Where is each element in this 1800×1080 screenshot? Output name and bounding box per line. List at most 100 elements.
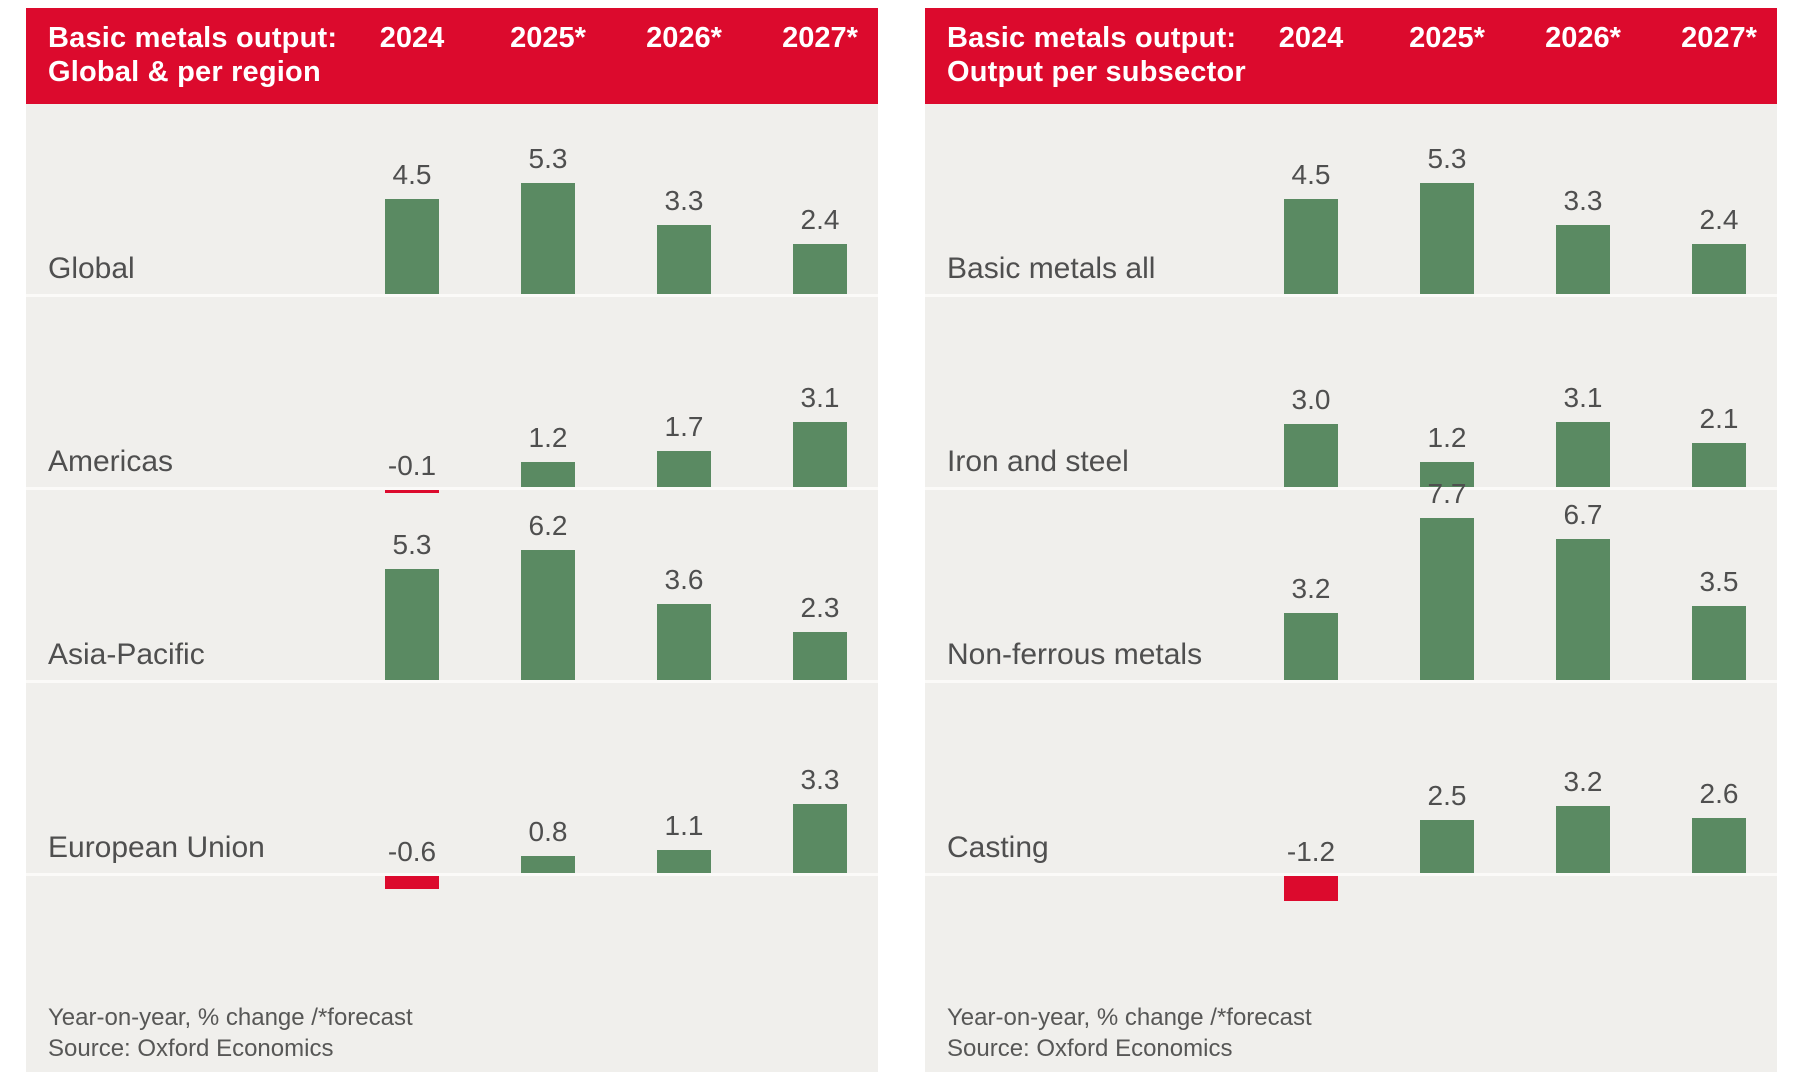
source: Source: Oxford Economics [48,1035,334,1062]
chart-row: Non-ferrous metals 3.2 7.7 6.7 3.5 [925,478,1777,683]
value-bar [385,569,439,680]
value-bar [1420,820,1474,873]
year-column-2025: 2025* [1409,22,1485,54]
value-bar [1284,613,1338,680]
value-bar [1284,424,1338,487]
row-label: Asia-Pacific [48,638,205,671]
value-label: 0.8 [528,816,568,847]
value-label: 2.5 [1427,780,1467,811]
chart-row: Americas -0.1 1.2 1.7 3.1 [26,297,878,493]
value-bar [793,244,847,294]
value-label: 7.7 [1427,478,1467,509]
chart-row: Global 4.5 5.3 3.3 2.4 [26,104,878,297]
source: Source: Oxford Economics [947,1035,1233,1062]
chart-title-line1: Basic metals output: [947,22,1237,54]
chart-header: Basic metals output: Global & per region… [26,8,878,104]
value-label: 3.3 [1563,185,1603,216]
value-bar [1556,422,1610,487]
value-label: 5.3 [392,529,432,560]
value-bar [1692,818,1746,873]
chart-footer: Year-on-year, % change /*forecast Source… [48,1002,413,1064]
row-label: European Union [48,831,265,864]
value-bar [1556,806,1610,873]
row-label: Casting [947,831,1049,864]
value-label: 1.2 [1427,422,1467,453]
value-bar [521,856,575,873]
row-label: Iron and steel [947,445,1129,478]
value-label: 6.2 [528,510,568,541]
year-column-2027: 2027* [782,22,858,54]
value-label: 3.1 [800,382,840,413]
value-label: 3.2 [1563,766,1603,797]
footnote: Year-on-year, % change /*forecast [947,1004,1312,1031]
value-label: 1.7 [664,411,704,442]
value-label: 4.5 [1291,159,1331,190]
value-bar [1284,199,1338,294]
value-label: -0.1 [387,450,437,481]
value-bar [793,632,847,680]
value-label: -1.2 [1286,836,1336,867]
chart-title-line2: Output per subsector [947,56,1246,88]
value-bar [793,804,847,873]
chart-body: Basic metals all 4.5 5.3 3.3 2.4 Iron and ste… [925,104,1777,901]
year-column-2026: 2026* [1545,22,1621,54]
value-bar [1420,518,1474,680]
chart-body: Global 4.5 5.3 3.3 2.4 Americas -0.1 1.2 1.7 3.1 A… [26,104,878,889]
value-bar [521,550,575,680]
chart-row: Asia-Pacific 5.3 6.2 3.6 2.3 [26,490,878,683]
value-label: 3.1 [1563,382,1603,413]
value-bar [1692,244,1746,294]
value-label: 2.1 [1699,403,1739,434]
value-label: 2.4 [800,204,840,235]
value-label: 3.3 [664,185,704,216]
value-bar [385,490,439,493]
chart-title-line2: Global & per region [48,56,321,88]
value-label: 3.6 [664,564,704,595]
value-bar [657,451,711,487]
value-bar [793,422,847,487]
value-label: 3.2 [1291,573,1331,604]
value-label: -0.6 [387,836,437,867]
chart-row: Iron and steel 3.0 1.2 3.1 2.1 [925,297,1777,490]
chart-row: European Union -0.6 0.8 1.1 3.3 [26,683,878,889]
value-label: 2.3 [800,592,840,623]
chart-footer: Year-on-year, % change /*forecast Source… [947,1002,1312,1064]
chart-title: Basic metals output: Global & per region [48,21,337,89]
value-label: 3.0 [1291,384,1331,415]
year-column-2025: 2025* [510,22,586,54]
subsector-output-chart: Basic metals output: Output per subsecto… [925,8,1777,1072]
value-label: 1.2 [528,422,568,453]
year-column-2024: 2024 [1278,22,1344,54]
value-label: 4.5 [392,159,432,190]
value-bar [1556,225,1610,294]
value-bar [657,850,711,873]
value-bar [657,604,711,680]
value-bar [1556,539,1610,680]
value-bar [521,462,575,487]
value-bar [1420,183,1474,294]
value-label: 6.7 [1563,499,1603,530]
region-output-chart: Basic metals output: Global & per region… [26,8,878,1072]
value-bar [657,225,711,294]
value-label: 5.3 [528,143,568,174]
value-bar [385,876,439,889]
chart-row: Basic metals all 4.5 5.3 3.3 2.4 [925,104,1777,297]
year-column-2024: 2024 [379,22,445,54]
value-bar [1692,606,1746,680]
row-label: Non-ferrous metals [947,638,1203,671]
chart-title-line1: Basic metals output: [48,22,338,54]
value-bar [385,199,439,294]
row-label: Americas [48,445,174,478]
value-bar [1284,876,1338,901]
value-label: 3.3 [800,764,840,795]
value-bar [1692,443,1746,487]
value-label: 5.3 [1427,143,1467,174]
value-label: 1.1 [664,810,704,841]
value-label: 2.4 [1699,204,1739,235]
chart-title: Basic metals output: Output per subsecto… [947,21,1246,89]
year-column-2027: 2027* [1681,22,1757,54]
row-label: Basic metals all [947,252,1156,285]
chart-row: Casting -1.2 2.5 3.2 2.6 [925,683,1777,901]
footnote: Year-on-year, % change /*forecast [48,1004,413,1031]
value-bar [521,183,575,294]
